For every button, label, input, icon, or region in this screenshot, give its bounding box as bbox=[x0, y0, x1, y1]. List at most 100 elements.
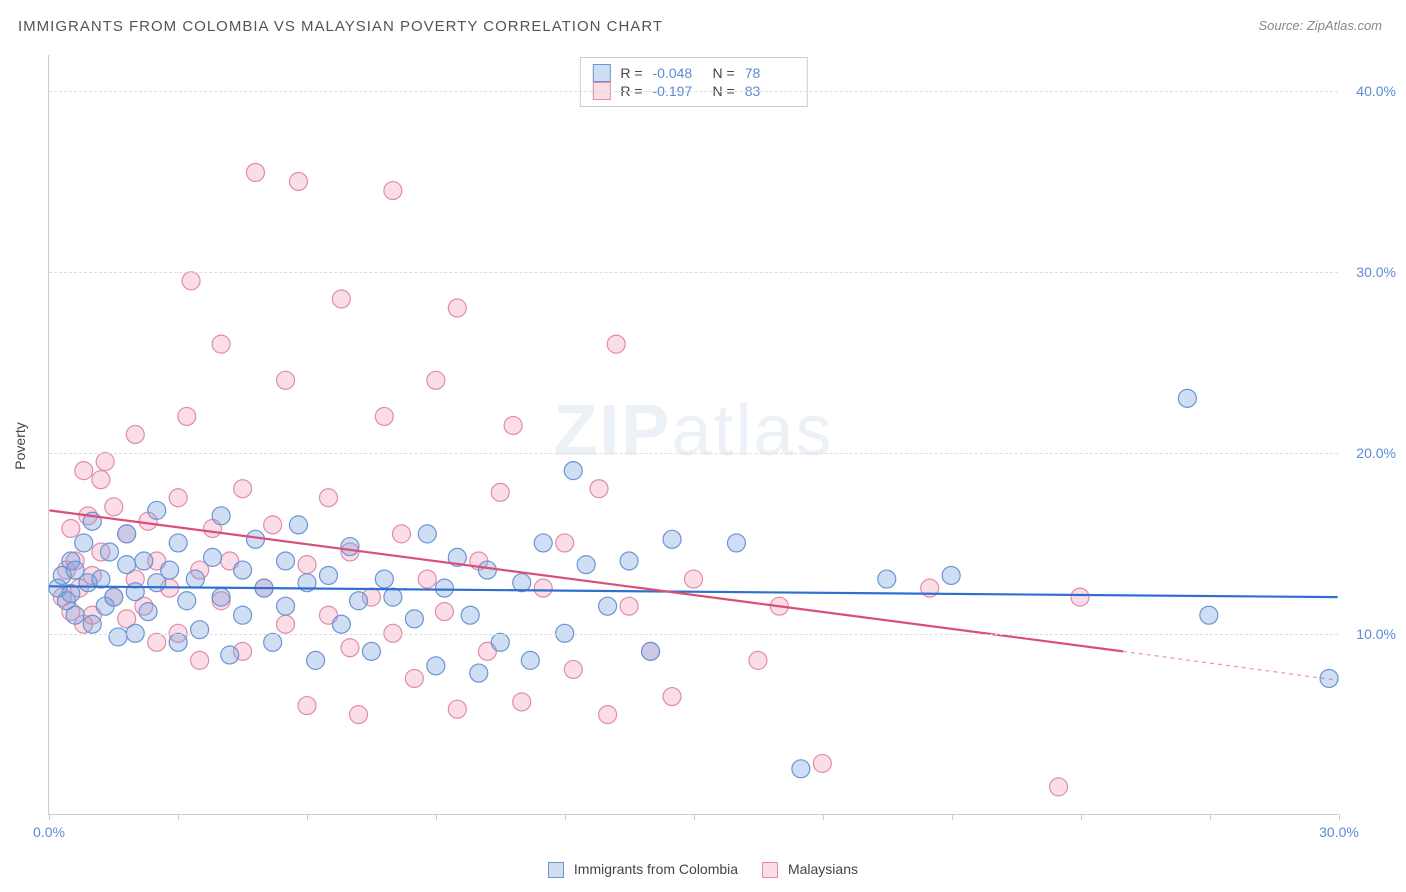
x-tick bbox=[565, 814, 566, 820]
scatter-point bbox=[418, 525, 436, 543]
chart-title: IMMIGRANTS FROM COLOMBIA VS MALAYSIAN PO… bbox=[18, 18, 663, 35]
x-tick bbox=[694, 814, 695, 820]
scatter-point bbox=[427, 657, 445, 675]
scatter-point bbox=[212, 588, 230, 606]
x-tick-label: 30.0% bbox=[1319, 824, 1359, 840]
scatter-point bbox=[182, 272, 200, 290]
x-tick bbox=[436, 814, 437, 820]
scatter-point bbox=[491, 483, 509, 501]
scatter-point bbox=[212, 335, 230, 353]
scatter-point bbox=[878, 570, 896, 588]
scatter-point bbox=[418, 570, 436, 588]
scatter-point bbox=[221, 646, 239, 664]
y-tick-label: 40.0% bbox=[1356, 83, 1396, 99]
scatter-point bbox=[277, 552, 295, 570]
scatter-point bbox=[1200, 606, 1218, 624]
scatter-point bbox=[191, 621, 209, 639]
scatter-point bbox=[169, 633, 187, 651]
scatter-point bbox=[92, 570, 110, 588]
legend-bottom: Immigrants from Colombia Malaysians bbox=[548, 861, 858, 878]
legend-bottom-item-1: Malaysians bbox=[762, 861, 858, 878]
scatter-point bbox=[126, 426, 144, 444]
scatter-point bbox=[277, 371, 295, 389]
scatter-point bbox=[448, 700, 466, 718]
scatter-point bbox=[491, 633, 509, 651]
scatter-point bbox=[642, 642, 660, 660]
scatter-point bbox=[813, 754, 831, 772]
scatter-point bbox=[118, 525, 136, 543]
scatter-point bbox=[792, 760, 810, 778]
scatter-point bbox=[375, 407, 393, 425]
scatter-point bbox=[362, 642, 380, 660]
scatter-point bbox=[435, 579, 453, 597]
scatter-point bbox=[1178, 389, 1196, 407]
scatter-point bbox=[942, 566, 960, 584]
scatter-point bbox=[427, 371, 445, 389]
scatter-point bbox=[298, 556, 316, 574]
legend-bottom-item-0: Immigrants from Colombia bbox=[548, 861, 738, 878]
scatter-point bbox=[749, 651, 767, 669]
y-tick-label: 10.0% bbox=[1356, 626, 1396, 642]
scatter-point bbox=[66, 606, 84, 624]
scatter-point bbox=[169, 534, 187, 552]
x-tick bbox=[307, 814, 308, 820]
x-tick bbox=[1210, 814, 1211, 820]
scatter-point bbox=[620, 597, 638, 615]
x-tick bbox=[178, 814, 179, 820]
scatter-point bbox=[534, 579, 552, 597]
legend-bottom-swatch-0 bbox=[548, 862, 564, 878]
scatter-point bbox=[384, 588, 402, 606]
scatter-point bbox=[341, 639, 359, 657]
scatter-point bbox=[319, 566, 337, 584]
scatter-point bbox=[75, 462, 93, 480]
scatter-point bbox=[277, 615, 295, 633]
trend-line-extrapolated bbox=[1123, 651, 1338, 680]
scatter-point bbox=[435, 603, 453, 621]
scatter-point bbox=[234, 480, 252, 498]
scatter-point bbox=[289, 516, 307, 534]
scatter-point bbox=[105, 498, 123, 516]
scatter-point bbox=[392, 525, 410, 543]
scatter-point bbox=[126, 583, 144, 601]
scatter-point bbox=[405, 610, 423, 628]
scatter-point bbox=[564, 462, 582, 480]
scatter-point bbox=[83, 615, 101, 633]
scatter-point bbox=[204, 548, 222, 566]
scatter-point bbox=[513, 574, 531, 592]
scatter-point bbox=[350, 706, 368, 724]
scatter-point bbox=[264, 516, 282, 534]
scatter-point bbox=[135, 552, 153, 570]
scatter-point bbox=[384, 182, 402, 200]
scatter-point bbox=[556, 534, 574, 552]
x-tick bbox=[1081, 814, 1082, 820]
gridline-h bbox=[49, 453, 1338, 454]
scatter-point bbox=[178, 407, 196, 425]
scatter-point bbox=[118, 556, 136, 574]
scatter-point bbox=[148, 501, 166, 519]
scatter-point bbox=[332, 290, 350, 308]
scatter-point bbox=[277, 597, 295, 615]
x-tick bbox=[1339, 814, 1340, 820]
scatter-point bbox=[350, 592, 368, 610]
scatter-point bbox=[212, 507, 230, 525]
scatter-point bbox=[405, 669, 423, 687]
scatter-point bbox=[663, 688, 681, 706]
scatter-point bbox=[246, 163, 264, 181]
gridline-h bbox=[49, 91, 1338, 92]
plot-area: ZIPatlas R = -0.048 N = 78 R = -0.197 N … bbox=[48, 55, 1338, 815]
scatter-point bbox=[461, 606, 479, 624]
scatter-point bbox=[685, 570, 703, 588]
x-tick bbox=[952, 814, 953, 820]
chart-container: IMMIGRANTS FROM COLOMBIA VS MALAYSIAN PO… bbox=[0, 0, 1406, 892]
legend-bottom-swatch-1 bbox=[762, 862, 778, 878]
scatter-point bbox=[1050, 778, 1068, 796]
scatter-point bbox=[663, 530, 681, 548]
scatter-point bbox=[178, 592, 196, 610]
scatter-point bbox=[234, 561, 252, 579]
source-attribution: Source: ZipAtlas.com bbox=[1258, 18, 1382, 33]
scatter-point bbox=[478, 561, 496, 579]
scatter-point bbox=[234, 606, 252, 624]
scatter-point bbox=[109, 628, 127, 646]
scatter-point bbox=[448, 299, 466, 317]
scatter-point bbox=[289, 173, 307, 191]
